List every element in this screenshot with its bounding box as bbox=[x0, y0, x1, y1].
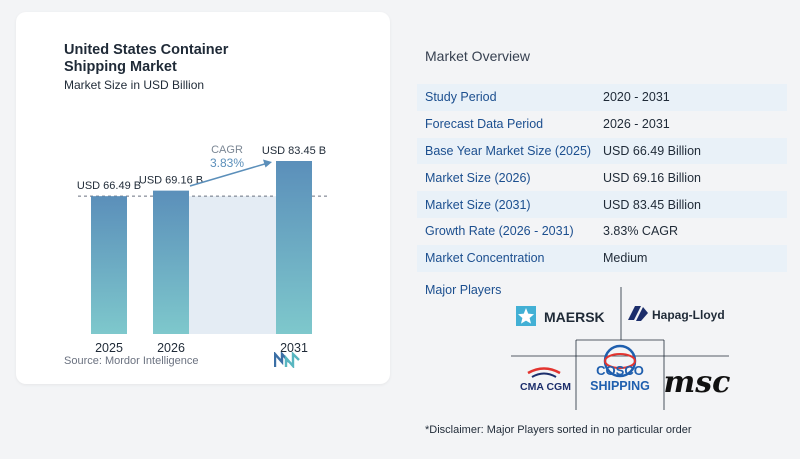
bar-2025 bbox=[91, 196, 127, 334]
overview-row: Growth Rate (2026 - 2031) 3.83% CAGR bbox=[417, 218, 787, 245]
overview-row-label: Study Period bbox=[417, 84, 595, 111]
cagr-arrow-head-icon bbox=[263, 159, 272, 168]
x-tick-2026: 2026 bbox=[157, 341, 185, 355]
overview-row-label: Forecast Data Period bbox=[425, 117, 544, 132]
maersk-star-icon bbox=[516, 306, 536, 326]
data-label-2031: USD 83.45 B bbox=[262, 145, 326, 157]
mordor-logo-icon bbox=[274, 352, 300, 368]
overview-row-value: 2020 - 2031 bbox=[595, 84, 787, 111]
data-label-2025: USD 66.49 B bbox=[77, 180, 141, 192]
overview-row: Market Concentration Medium bbox=[417, 244, 787, 272]
msc-logo: msc bbox=[664, 365, 731, 400]
overview-row-label: Growth Rate (2026 - 2031) bbox=[425, 224, 574, 239]
cma-cgm-logo: CMA CGM bbox=[520, 367, 571, 393]
cagr-label: CAGR bbox=[211, 144, 243, 156]
hapag-lloyd-mark-icon bbox=[628, 306, 641, 320]
overview-row-value: USD 66.49 Billion bbox=[595, 137, 787, 165]
overview-row: Market Size (2031) USD 83.45 Billion bbox=[417, 191, 787, 218]
overview-row: Base Year Market Size (2025) USD 66.49 Bi… bbox=[417, 137, 787, 165]
bar-2031 bbox=[276, 161, 312, 334]
chart-subtitle: Market Size in USD Billion bbox=[64, 78, 205, 92]
major-players-title: Major Players bbox=[425, 283, 502, 297]
x-tick-2031: 2031 bbox=[280, 341, 308, 355]
chart-title: United States Container Shipping Market bbox=[64, 42, 229, 75]
cma-cgm-wordmark: CMA CGM bbox=[520, 381, 571, 393]
market-overview-table: Study Period 2020 - 2031 Forecast Data Per… bbox=[417, 84, 787, 272]
maersk-wordmark: MAERSK bbox=[544, 309, 605, 325]
overview-row-value: Medium bbox=[595, 244, 787, 272]
market-overview-title: Market Overview bbox=[425, 48, 531, 64]
overview-row-value: 2026 - 2031 bbox=[603, 117, 670, 132]
hapag-lloyd-wordmark: Hapag-Lloyd bbox=[652, 308, 725, 322]
disclaimer-note: *Disclaimer: Major Players sorted in no … bbox=[425, 424, 692, 436]
overview-row-value: USD 69.16 Billion bbox=[603, 170, 701, 185]
cosco-wordmark: COSCO bbox=[596, 363, 644, 378]
overview-row: Market Size (2026) USD 69.16 Billion bbox=[417, 164, 787, 191]
cagr-value: 3.83% bbox=[210, 156, 244, 170]
cagr-band bbox=[189, 196, 276, 334]
overview-row-value: USD 83.45 Billion bbox=[595, 191, 787, 218]
maersk-logo: MAERSK bbox=[516, 306, 605, 326]
shipping-wordmark: SHIPPING bbox=[590, 379, 650, 393]
x-tick-2025: 2025 bbox=[95, 341, 123, 355]
overview-row: Forecast Data Period 2026 - 2031 bbox=[417, 111, 787, 138]
bar-2026 bbox=[153, 190, 189, 334]
cosco-ring-icon bbox=[603, 344, 637, 378]
data-label-2026: USD 69.16 B bbox=[139, 175, 203, 187]
overview-row: Study Period 2020 - 2031 bbox=[417, 84, 787, 111]
source-note: Source: Mordor Intelligence bbox=[64, 355, 199, 367]
overview-row-label: Market Size (2031) bbox=[417, 191, 595, 218]
bar-chart: USD 66.49 B 2025 USD 69.16 B 2026 USD 83.45 … bbox=[77, 144, 330, 355]
hapag-lloyd-logo: Hapag-Lloyd bbox=[628, 306, 725, 322]
cosco-shipping-logo: COSCO SHIPPING bbox=[590, 344, 650, 393]
overview-row-value: 3.83% CAGR bbox=[603, 224, 679, 239]
cagr-arrow-line bbox=[189, 162, 269, 187]
cma-cgm-wave-icon bbox=[527, 367, 561, 375]
overview-row-label: Market Concentration bbox=[417, 244, 595, 272]
overview-row-label: Base Year Market Size (2025) bbox=[417, 137, 595, 165]
msc-wordmark: msc bbox=[664, 365, 731, 400]
overview-row-label: Market Size (2026) bbox=[425, 170, 531, 185]
